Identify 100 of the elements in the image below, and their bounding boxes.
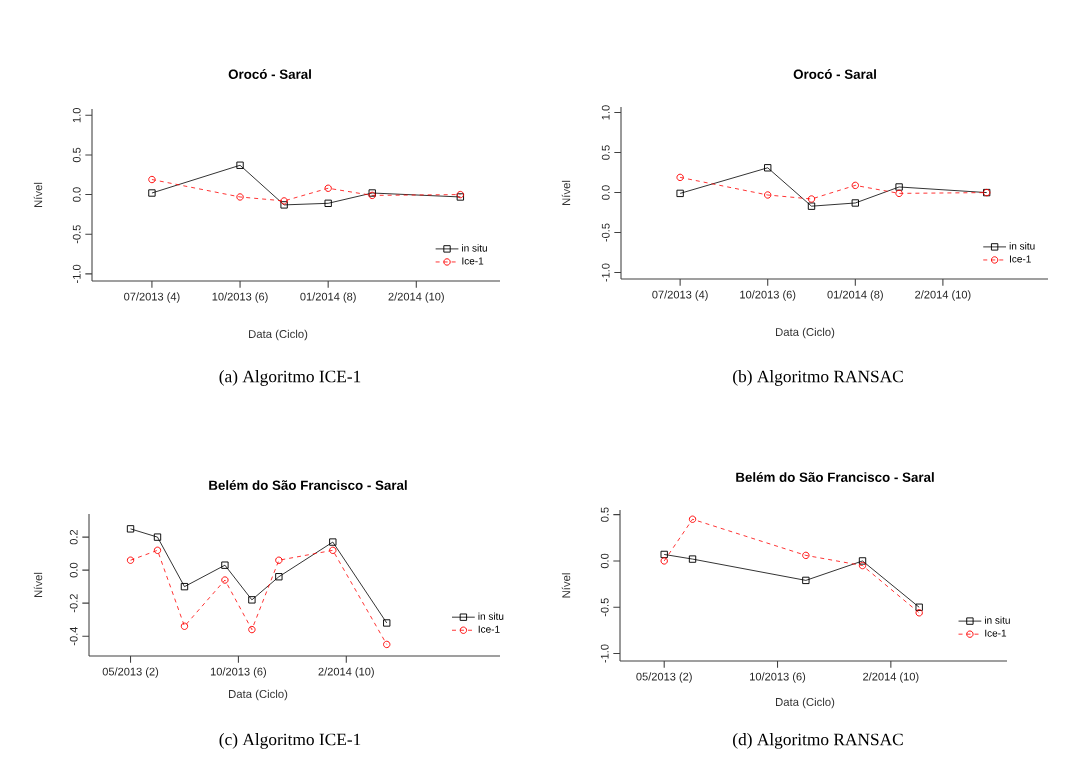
x-tick-label: 01/2014 (8) [827, 290, 883, 301]
x-axis-title: Data (Ciclo) [249, 329, 308, 341]
point [275, 556, 283, 564]
text: (d) Algoritmo RANSAC [733, 733, 903, 749]
point [895, 183, 903, 191]
legend-label: Ice-1 [985, 629, 1007, 637]
point [221, 561, 229, 569]
x-axis-title: Data (Ciclo) [229, 689, 288, 701]
x-tick-label: 05/2013 (2) [102, 667, 159, 678]
y-tick-label: -1.0 [601, 263, 610, 282]
y-tick-label: -0.5 [601, 223, 610, 242]
point [660, 557, 668, 565]
x-tick-label: 01/2014 (8) [300, 292, 356, 303]
point [180, 622, 189, 630]
point [153, 533, 162, 541]
chart-title: Belém do São Francisco - Saral [736, 472, 934, 482]
point [280, 201, 288, 209]
legend-label: Ice-1 [1009, 255, 1031, 263]
x-tick-label: 2/2014 (10) [388, 292, 444, 303]
y-axis-title: Nível [33, 572, 43, 597]
legend-label: Ice-1 [478, 625, 500, 633]
point [383, 619, 391, 627]
point [802, 551, 810, 560]
point [802, 576, 810, 585]
point [688, 515, 697, 523]
y-tick-label: -0.4 [69, 626, 78, 646]
y-axis-title: Nível [561, 180, 571, 205]
text: (b) Algoritmo RANSAC [733, 370, 903, 386]
legend-label: in situ [478, 612, 504, 620]
y-axis-title: Nível [33, 182, 43, 207]
point [329, 538, 337, 546]
y-tick-label: -1.0 [600, 644, 609, 663]
x-tick-label: 10/2013 (6) [750, 672, 806, 683]
y-tick-label: 1.0 [601, 105, 610, 120]
y-tick-label: 0.2 [69, 529, 78, 545]
y-tick-label: 0.0 [69, 562, 78, 578]
x-tick-label: 10/2013 (6) [740, 290, 796, 301]
x-tick-label: 2/2014 (10) [863, 672, 919, 683]
point [236, 193, 244, 201]
point [275, 573, 283, 581]
chart-title: Orocó - Saral [793, 69, 876, 79]
point [688, 555, 697, 563]
legend-label: in situ [462, 244, 487, 252]
x-axis-title: Data (Ciclo) [776, 327, 835, 339]
x-tick-label: 07/2013 (4) [652, 290, 708, 301]
text: (c) Algoritmo ICE-1 [219, 733, 361, 749]
point [153, 546, 162, 554]
point [764, 164, 772, 172]
point [248, 625, 256, 634]
y-axis-title: Nível [561, 573, 571, 598]
y-tick-label: 0.5 [601, 145, 610, 160]
point [764, 191, 772, 199]
point [895, 189, 903, 198]
point [126, 556, 135, 564]
x-axis-title: Data (Ciclo) [776, 697, 835, 709]
chart-title: Belém do São Francisco - Saral [209, 480, 407, 490]
x-tick-label: 10/2013 (6) [210, 667, 266, 678]
y-tick-label: -0.2 [69, 594, 78, 613]
point [807, 195, 816, 203]
point [280, 197, 288, 205]
point [324, 199, 332, 207]
legend-label: in situ [1009, 242, 1035, 250]
point [915, 603, 923, 611]
point [126, 525, 135, 533]
point [329, 546, 337, 554]
point [915, 609, 923, 617]
y-tick-label: 0.0 [601, 185, 610, 200]
y-tick-label: -1.0 [72, 264, 81, 283]
point [851, 181, 859, 190]
point [858, 557, 867, 565]
y-tick-label: 0.5 [72, 147, 81, 163]
point [221, 576, 229, 584]
point [807, 202, 816, 210]
legend-label: Ice-1 [462, 257, 484, 265]
y-tick-label: 0.0 [600, 553, 609, 569]
point [676, 173, 684, 182]
point [248, 596, 256, 604]
y-tick-label: -0.5 [600, 598, 609, 617]
point [148, 175, 156, 184]
point [858, 561, 867, 570]
legend-label: in situ [985, 616, 1010, 624]
x-tick-label: 07/2013 (4) [124, 292, 180, 303]
y-tick-label: 0.5 [600, 507, 609, 522]
x-tick-label: 2/2014 (10) [915, 290, 971, 301]
point [676, 189, 684, 198]
point [851, 199, 859, 207]
chart-title: Orocó - Saral [228, 69, 311, 79]
point [180, 582, 189, 591]
x-tick-label: 05/2013 (2) [636, 672, 692, 683]
y-tick-label: 1.0 [72, 108, 81, 123]
point [324, 184, 332, 192]
point [148, 189, 156, 197]
point [660, 550, 668, 559]
y-tick-label: -0.5 [72, 225, 81, 244]
text: (a) Algoritmo ICE-1 [219, 370, 361, 386]
y-tick-label: 0.0 [72, 187, 81, 202]
point [383, 640, 391, 649]
x-tick-label: 2/2014 (10) [318, 667, 374, 678]
x-tick-label: 10/2013 (6) [212, 292, 268, 303]
point [236, 161, 244, 169]
